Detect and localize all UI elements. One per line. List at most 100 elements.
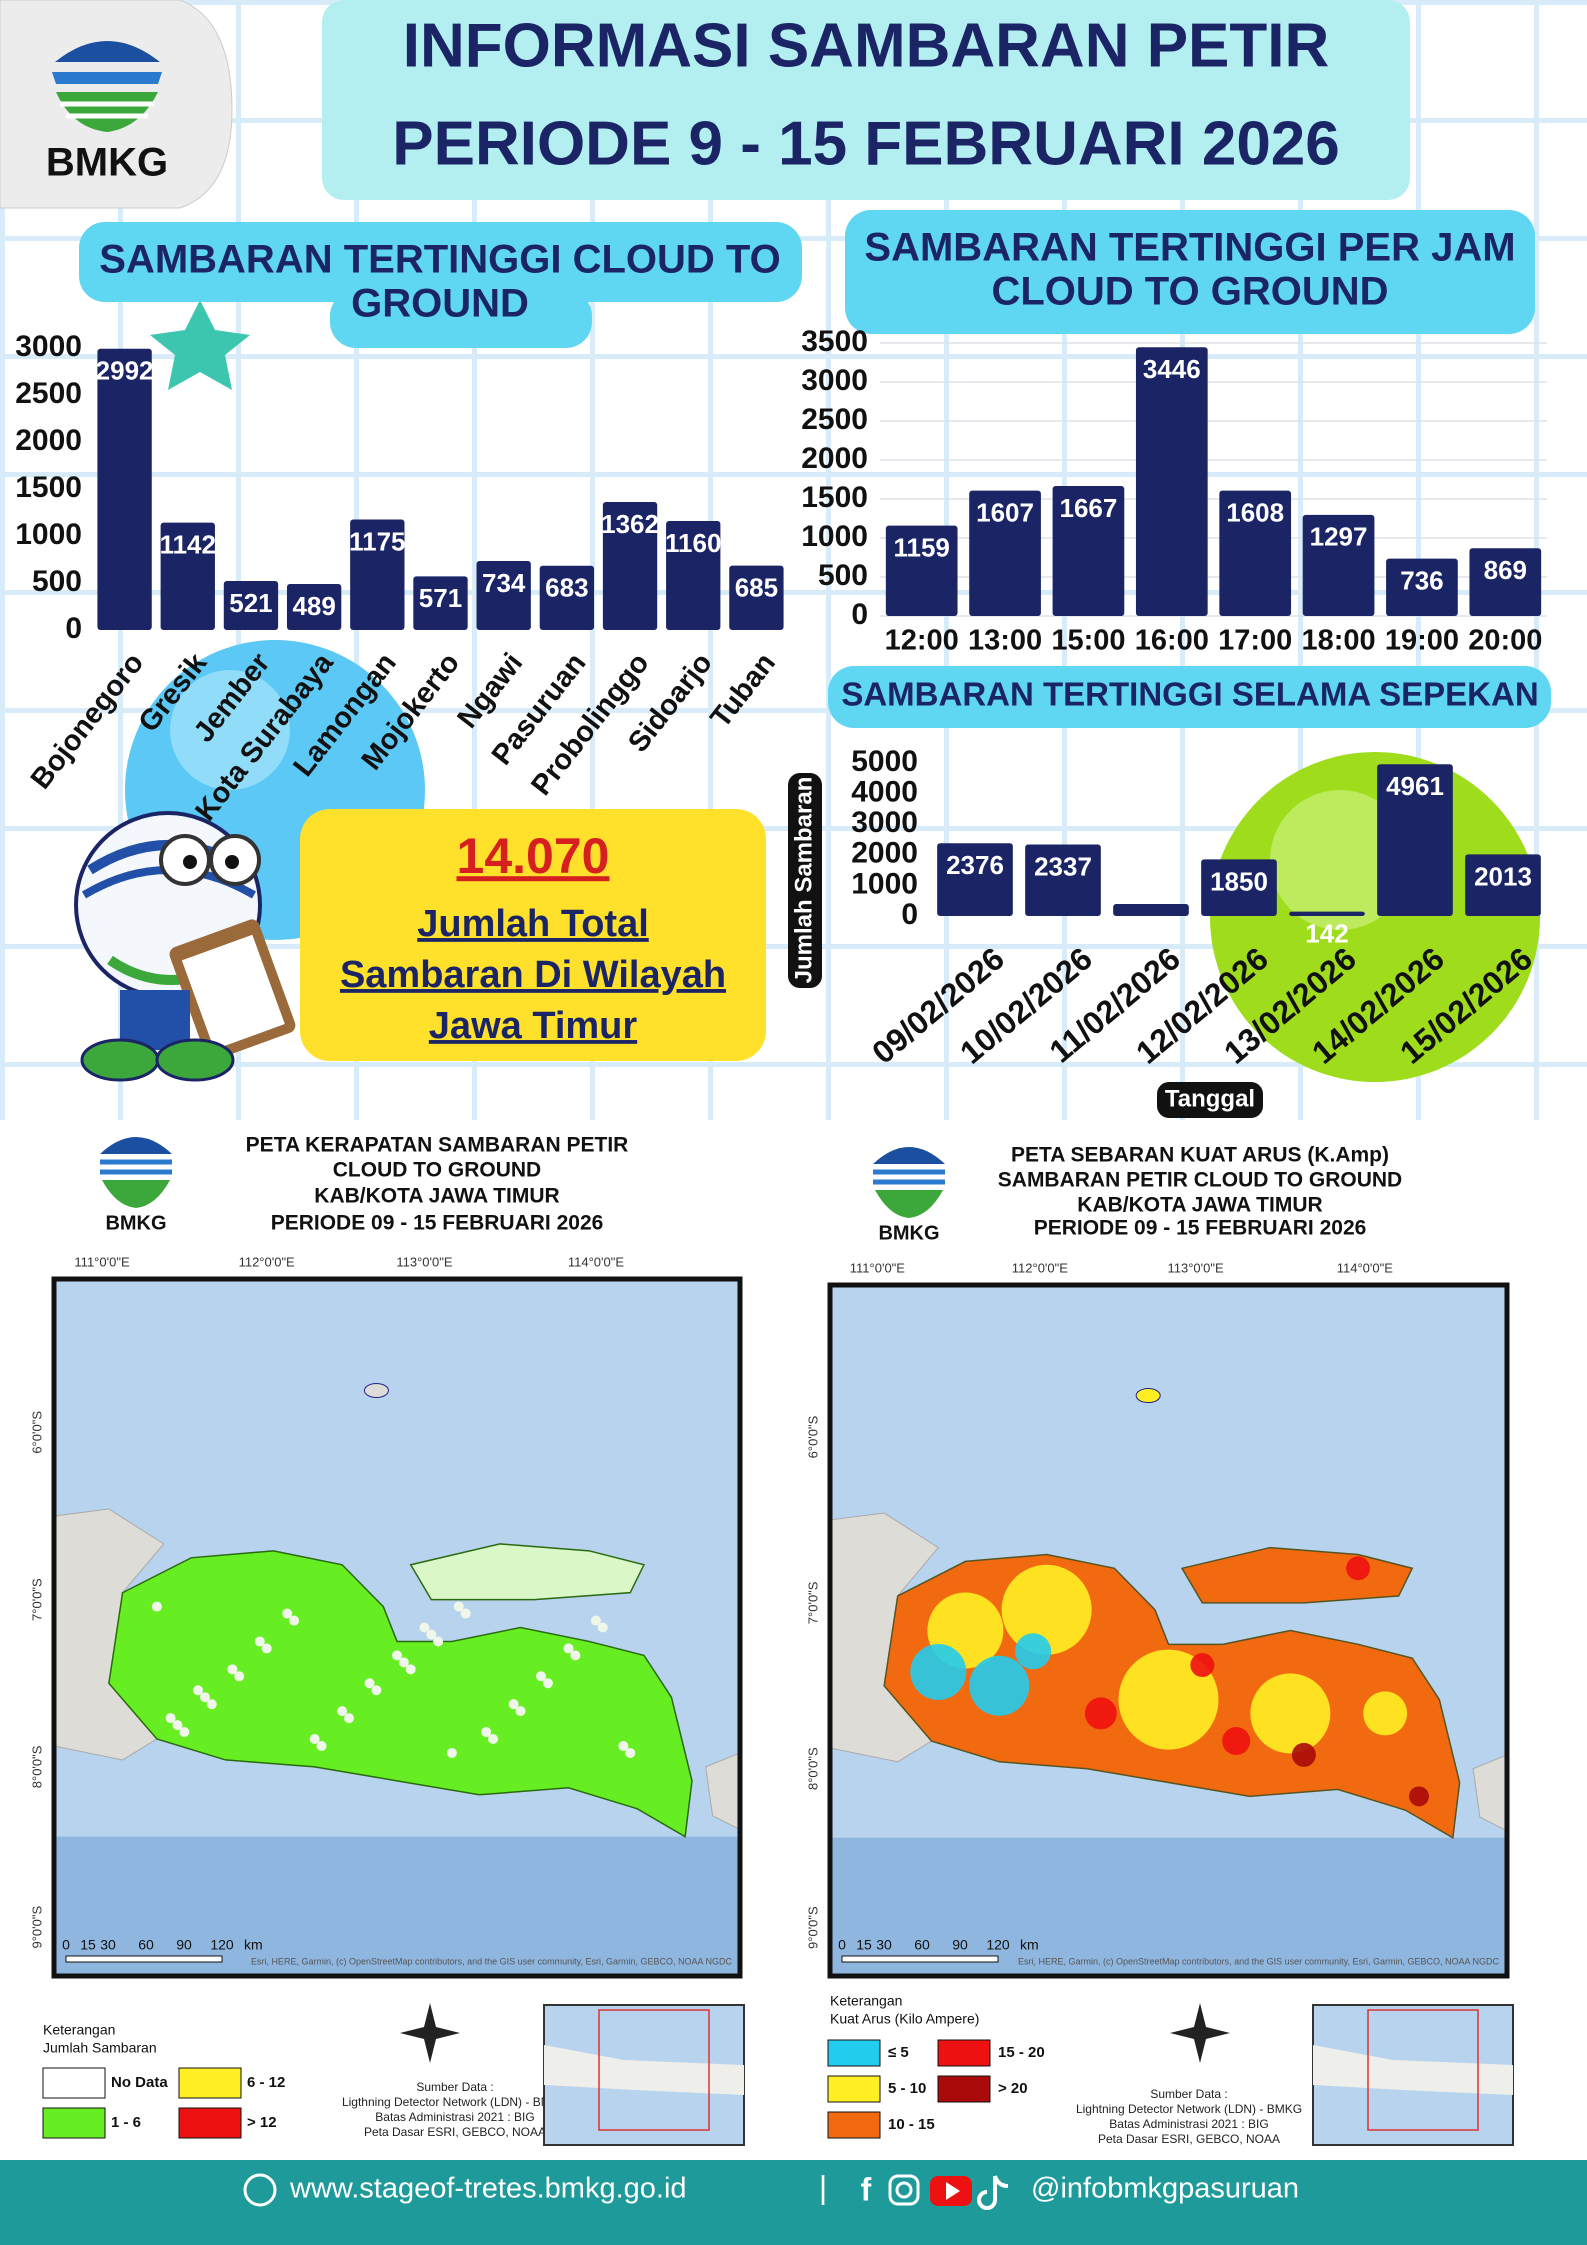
y-tick-label: 3500 [801,325,868,358]
y-tick-label: 1000 [801,520,868,553]
map-blob [1363,1691,1408,1736]
logo-mark [52,41,162,132]
bar [160,522,215,630]
y-tick-label: 2000 [851,837,918,870]
value-label: 3446 [1143,354,1201,384]
bar [286,584,342,630]
mascot [74,811,296,1082]
bar [666,520,721,630]
map-source: Batas Administrasi 2021 : BIG [1109,2117,1268,2131]
social-icons: f [861,2171,1009,2210]
value-label: 571 [419,583,462,613]
value-label: 2013 [1474,861,1532,891]
map-no-data-dot [343,1713,354,1724]
legend-subtitle: Kuat Arus (Kilo Ampere) [830,2011,979,2027]
chart-title: SAMBARAN TERTINGGI CLOUD TO [99,238,780,282]
map-scale-label: 15 [856,1937,872,1953]
map-source: Sumber Data : [1150,2087,1227,2101]
map-title: KAB/KOTA JAWA TIMUR [1077,1194,1322,1217]
map-scale-label: 90 [176,1937,192,1953]
map-no-data-dot [337,1706,348,1717]
map-region [108,1550,693,1838]
value-label: 2337 [1034,851,1092,881]
value-label: 4961 [1386,771,1444,801]
map-title: PETA SEBARAN KUAT ARUS (K.Amp) [1011,1144,1389,1167]
map-logo [100,1159,172,1175]
map-no-data-dot [227,1664,238,1675]
bar [413,576,468,630]
map-title: KAB/KOTA JAWA TIMUR [314,1185,559,1208]
y-tick-label: 2500 [15,377,82,410]
value-label: 391 [1129,911,1172,941]
map-no-data-dot [618,1740,629,1751]
bar [1113,904,1189,916]
footer-social: @infobmkgpasuruan [1031,2173,1299,2205]
y-tick-label: 2000 [15,424,82,457]
map-scale-label: 0 [62,1937,70,1953]
web-icon [243,2173,277,2207]
bar [602,501,658,630]
svg-text:f: f [861,2171,872,2207]
bar [937,843,1013,916]
map-source: Batas Administrasi 2021 : BIG [375,2110,534,2124]
x-tick-label: 15:00 [1051,625,1125,657]
x-tick-label: 19:00 [1385,625,1459,657]
map-no-data-dot [261,1643,272,1654]
bar [97,348,152,630]
total-caption: Jumlah Total [417,903,649,945]
map-deep-sea [54,1836,740,1976]
map-lon-label: 111°0'0"E [850,1260,906,1275]
map-blob [1250,1673,1331,1754]
map-lon-label: 113°0'0"E [1168,1260,1224,1275]
map-no-data-dot [405,1664,416,1675]
map-scale-bar [841,1955,999,1963]
map-lon-label: 111°0'0"E [74,1254,130,1269]
legend-title: Keterangan [830,1993,902,2009]
map-no-data-dot [172,1720,183,1731]
legend-label: > 20 [998,2080,1028,2097]
map-no-data-dot [179,1727,190,1738]
map-lon-label: 112°0'0"E [239,1254,295,1269]
footer-bar [0,2160,1587,2245]
map-no-data-dot [316,1740,327,1751]
map-no-data-dot [282,1608,293,1619]
compass [400,2003,460,2063]
map-lat-label: 6°0'0"S [29,1411,44,1454]
x-axis-label: Tanggal [1165,1085,1255,1112]
map-no-data-dot [570,1650,581,1661]
map-no-data-dot [536,1671,547,1682]
value-label: 736 [1400,565,1443,595]
map-blob [1001,1564,1092,1655]
map-no-data-dot [625,1747,636,1758]
y-tick-label: 1000 [851,867,918,900]
y-tick-label: 3000 [801,364,868,397]
bar [729,565,784,630]
map-lat-label: 7°0'0"S [805,1581,820,1624]
footer-website: www.stageof-tretes.bmkg.go.id [289,2173,687,2205]
y-tick-label: 1500 [801,481,868,514]
map-no-data-dot [563,1643,574,1654]
legend-label: 5 - 10 [888,2080,926,2097]
map-blob [1291,1742,1316,1767]
map-lat-label: 6°0'0"S [805,1415,820,1458]
map-logo [100,1137,172,1154]
map-no-data-dot [446,1747,457,1758]
map-no-data-dot [433,1636,444,1647]
x-tick-label: 20:00 [1468,625,1542,657]
decor-shine [170,670,290,790]
map-scale-label: km [1020,1937,1039,1953]
map-no-data-dot [199,1692,210,1703]
map-logo [873,1147,945,1164]
map-scale-label: 60 [914,1937,930,1953]
legend-title: Keterangan [43,2022,115,2038]
map-blob [1346,1556,1371,1581]
map-lon-label: 112°0'0"E [1012,1260,1068,1275]
map-region [409,1543,646,1601]
map-scale-label: 0 [838,1937,846,1953]
value-label: 2376 [946,850,1004,880]
map-no-data-dot [254,1636,265,1647]
legend-swatch [827,2039,881,2067]
value-label: 521 [229,588,272,618]
value-label: 1362 [601,509,659,539]
